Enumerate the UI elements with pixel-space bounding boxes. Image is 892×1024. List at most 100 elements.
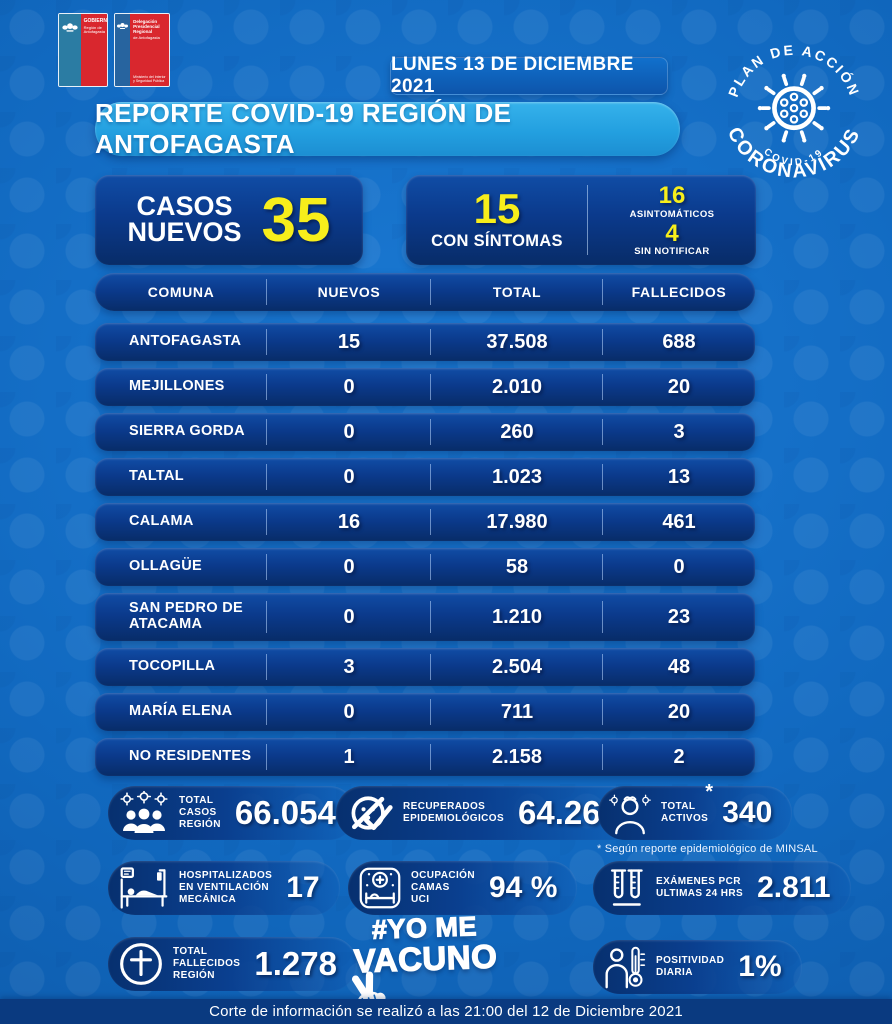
cell-fallecidos: 0 xyxy=(673,555,685,578)
stat-label: POSITIVIDAD DIARIA xyxy=(656,955,725,978)
logo-title: Delegación Presidencial Regional xyxy=(133,19,160,35)
page-title-text: REPORTE COVID-19 REGIÓN DE ANTOFAGASTA xyxy=(95,98,512,159)
stat-label: EXÁMENES PCR ULTIMAS 24 HRS xyxy=(656,876,744,899)
coat-of-arms-icon xyxy=(117,22,129,29)
cell-fallecidos: 20 xyxy=(667,375,691,398)
stat-ocupacion-uci: OCUPACIÓN CAMAS UCI 94 % xyxy=(348,861,578,915)
sin-notificar-value: 4 xyxy=(665,219,679,247)
cell-total: 37.508 xyxy=(431,323,603,361)
asterisk-marker: * xyxy=(705,781,714,803)
cell-comuna: MARÍA ELENA xyxy=(95,693,267,731)
stat-total-casos: TOTAL CASOS REGIÓN 66.054 xyxy=(108,786,356,840)
cell-fallecidos: 461 xyxy=(662,510,696,533)
cell-nuevos: 16 xyxy=(267,503,431,541)
table-header: COMUNA NUEVOS TOTAL FALLECIDOS xyxy=(95,273,755,311)
cell-nuevos: 0 xyxy=(267,548,431,586)
cell-total: 1.210 xyxy=(431,593,603,641)
coronavirus-badge: PLAN DE ACCIÓN CORONAVIRUS COVID-19 xyxy=(723,42,865,183)
logo-emblem-panel xyxy=(59,14,81,86)
stat-value: 1.278 xyxy=(254,945,337,982)
con-sintomas-value: 15 xyxy=(473,185,521,233)
asintomaticos-value: 16 xyxy=(658,181,686,209)
stat-label: TOTAL CASOS REGIÓN xyxy=(179,795,221,830)
cell-fallecidos: 48 xyxy=(667,655,691,678)
cross-icon xyxy=(118,941,164,987)
logo-subtitle: de Antofagasta xyxy=(133,34,160,40)
casos-nuevos-value: 35 xyxy=(261,185,331,255)
table-row-maria-elena: MARÍA ELENA 0 711 20 xyxy=(95,693,755,731)
minsal-note: * Según reporte epidemiológico de MINSAL xyxy=(597,843,818,855)
stat-value: 94 % xyxy=(488,871,558,904)
cell-fallecidos: 3 xyxy=(673,420,685,443)
logo-gobierno-regional: GOBIERNO Región de Antofagasta xyxy=(58,13,108,87)
stat-label: OCUPACIÓN CAMAS UCI xyxy=(411,870,475,905)
cell-total: 260 xyxy=(431,413,603,451)
cell-total: 58 xyxy=(431,548,603,586)
header-comuna: COMUNA xyxy=(95,273,267,311)
cell-total: 17.980 xyxy=(431,503,603,541)
header-fallecidos: FALLECIDOS xyxy=(631,284,727,300)
cell-comuna: CALAMA xyxy=(95,503,267,541)
uci-bed-icon xyxy=(358,865,402,911)
table-row-ollague: OLLAGÜE 0 58 0 xyxy=(95,548,755,586)
table-row-calama: CALAMA 16 17.980 461 xyxy=(95,503,755,541)
footer-bar: Corte de información se realizó a las 21… xyxy=(0,999,892,1024)
logo-subtitle: Región de Antofagasta xyxy=(83,24,105,35)
con-sintomas-group: 15 CON SÍNTOMAS xyxy=(406,175,588,265)
cell-total: 2.010 xyxy=(431,368,603,406)
cell-fallecidos: 13 xyxy=(667,465,691,488)
cell-comuna: SIERRA GORDA xyxy=(95,413,267,451)
virus-icon xyxy=(757,73,831,143)
cell-comuna: NO RESIDENTES xyxy=(95,738,267,776)
cell-nuevos: 0 xyxy=(267,693,431,731)
yo-me-vacuno-logo: #YO ME VACUNO xyxy=(349,911,501,1024)
stat-label: TOTAL FALLECIDOS REGIÓN xyxy=(173,946,241,981)
recovered-virus-icon xyxy=(346,788,394,838)
cell-comuna: TOCOPILLA xyxy=(95,648,267,686)
stat-recuperados: RECUPERADOS EPIDEMIOLÓGICOS 64.267 xyxy=(336,786,639,840)
sin-notificar-label: SIN NOTIFICAR xyxy=(634,246,710,258)
stat-label: HOSPITALIZADOS EN VENTILACIÓN MECÁNICA xyxy=(179,870,273,905)
svg-text:CORONAVIRUS: CORONAVIRUS xyxy=(723,124,865,183)
stat-total-activos: TOTAL ACTIVOS * 340 xyxy=(598,781,793,840)
header-total: TOTAL xyxy=(431,273,603,311)
stat-value: 17 xyxy=(286,871,320,904)
hospital-bed-icon xyxy=(118,866,170,910)
cell-nuevos: 0 xyxy=(267,413,431,451)
cell-nuevos: 15 xyxy=(267,323,431,361)
page-title: REPORTE COVID-19 REGIÓN DE ANTOFAGASTA xyxy=(95,98,680,159)
sick-person-icon xyxy=(608,790,652,836)
date-banner: LUNES 13 DE DICIEMBRE 2021 xyxy=(390,54,668,97)
cell-nuevos: 0 xyxy=(267,368,431,406)
con-sintomas-label: CON SÍNTOMAS xyxy=(431,231,563,250)
people-group-icon xyxy=(118,791,170,835)
table-row-mejillones: MEJILLONES 0 2.010 20 xyxy=(95,368,755,406)
table-row-tocopilla: TOCOPILLA 3 2.504 48 xyxy=(95,648,755,686)
casos-nuevos-label: CASOS NUEVOS xyxy=(127,191,242,247)
table-row-sierra-gorda: SIERRA GORDA 0 260 3 xyxy=(95,413,755,451)
cell-fallecidos: 688 xyxy=(662,330,696,353)
cell-nuevos: 0 xyxy=(267,593,431,641)
cell-fallecidos: 23 xyxy=(667,605,691,628)
cell-comuna: SAN PEDRO DE ATACAMA xyxy=(95,593,267,641)
logo-ministry: Ministerio del Interior y Seguridad Públ… xyxy=(133,74,166,83)
comuna-table: COMUNA NUEVOS TOTAL FALLECIDOS ANTOFAGAS… xyxy=(95,273,755,783)
cell-fallecidos: 2 xyxy=(673,745,685,768)
table-row-san-pedro: SAN PEDRO DE ATACAMA 0 1.210 23 xyxy=(95,593,755,641)
cell-total: 1.023 xyxy=(431,458,603,496)
footer-text: Corte de información se realizó a las 21… xyxy=(209,1003,683,1020)
cell-comuna: ANTOFAGASTA xyxy=(95,323,267,361)
stat-examenes-pcr: EXÁMENES PCR ULTIMAS 24 HRS 2.811 xyxy=(593,861,851,915)
stat-label: TOTAL ACTIVOS xyxy=(661,801,709,824)
sin-notificar-item: 4 SIN NOTIFICAR xyxy=(634,219,710,258)
cell-total: 711 xyxy=(431,693,603,731)
stat-hospitalizados: HOSPITALIZADOS EN VENTILACIÓN MECÁNICA 1… xyxy=(108,861,340,915)
stat-value: 66.054 xyxy=(234,794,336,831)
stat-value: 2.811 xyxy=(757,871,831,904)
cell-nuevos: 0 xyxy=(267,458,431,496)
asintomaticos-label: ASINTOMÁTICOS xyxy=(629,208,715,220)
logo-emblem-panel xyxy=(115,14,131,86)
cell-comuna: OLLAGÜE xyxy=(95,548,267,586)
cell-nuevos: 1 xyxy=(267,738,431,776)
